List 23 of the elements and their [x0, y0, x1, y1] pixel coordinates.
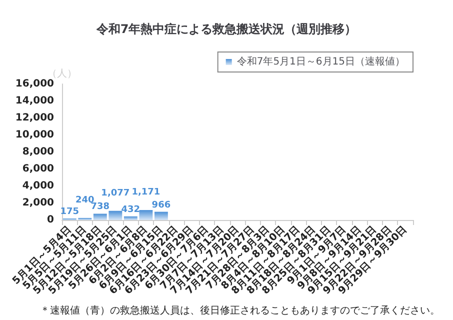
text: 738 [90, 202, 110, 212]
y-tick-label: 6,000 [22, 164, 54, 174]
legend-label: 令和7年5月1日～6月15日（速報値） [236, 56, 406, 68]
y-tick-label: 14,000 [15, 96, 54, 106]
text: 966 [152, 200, 171, 210]
chart-title: 令和7年熱中症による救急搬送状況（週別推移） [95, 22, 357, 36]
bar [139, 210, 153, 220]
text: 1,077 [101, 188, 130, 198]
y-tick-label: 12,000 [15, 112, 54, 124]
text: 1,171 [132, 188, 160, 198]
bar [124, 216, 138, 220]
bar [108, 210, 122, 220]
y-tick-label: 2,000 [22, 198, 54, 208]
text: 175 [60, 207, 80, 218]
text: 432 [121, 204, 140, 215]
bar [93, 214, 107, 220]
y-tick-label: 16,000 [15, 78, 54, 90]
bar [154, 212, 168, 220]
y-tick-label: 0 [47, 214, 54, 226]
y-tick-label: 4,000 [22, 180, 54, 192]
text: ＊速報値（青）の救急搬送人員は、後日修正されることもありますのでご了承ください。 [40, 304, 440, 316]
y-tick-label: 10,000 [15, 130, 54, 140]
y-tick-label: 8,000 [22, 146, 54, 158]
